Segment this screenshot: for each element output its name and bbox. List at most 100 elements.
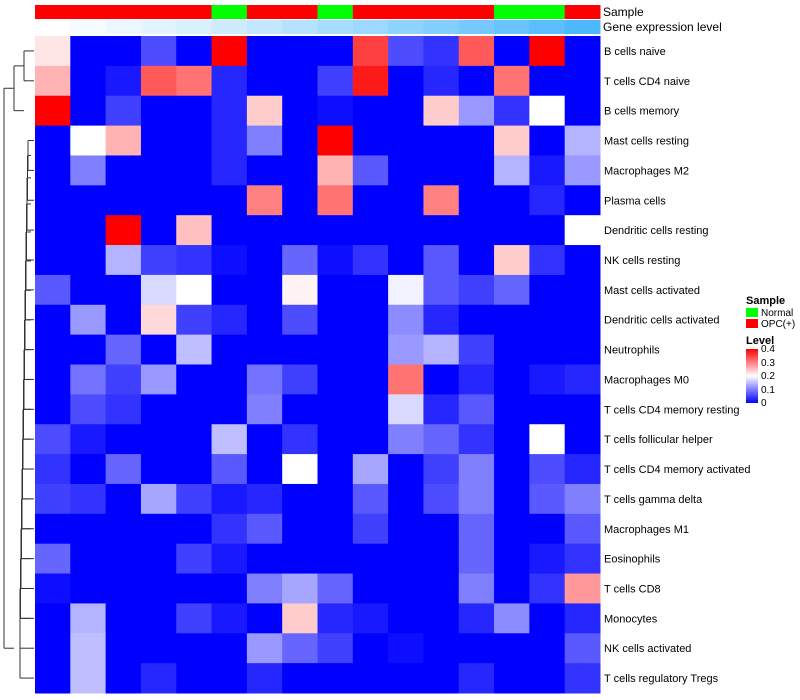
heatmap-cell-r13-c3 — [140, 424, 177, 455]
row-label-3: Mast cells resting — [604, 136, 689, 148]
heatmap-cell-r7-c12 — [458, 245, 495, 276]
heatmap-cell-r0-c13 — [494, 36, 530, 67]
heatmap-cell-r17-c12 — [458, 543, 495, 575]
heatmap-cell-r3-c1 — [70, 125, 107, 156]
heatmap-cell-r15-c3 — [140, 483, 177, 515]
heatmap-cell-r10-c5 — [211, 334, 248, 365]
heatmap-cell-r14-c12 — [458, 454, 495, 485]
heatmap-cell-r9-c7 — [282, 304, 318, 336]
row-dendrogram — [3, 50, 34, 679]
heatmap-cell-r0-c7 — [282, 36, 318, 67]
heatmap-cell-r5-c8 — [317, 185, 354, 216]
heatmap-cell-r15-c15 — [564, 483, 601, 515]
heatmap-cell-r2-c14 — [529, 95, 566, 127]
row-label-21: T cells regulatory Tregs — [604, 673, 719, 685]
heatmap-cell-r20-c4 — [176, 633, 213, 664]
heatmap-cell-r0-c10 — [388, 36, 424, 67]
sample-cell-13 — [494, 5, 530, 19]
heatmap-cell-r16-c12 — [458, 513, 495, 545]
heatmap-cell-r15-c11 — [423, 483, 460, 515]
heatmap-cell-r8-c10 — [388, 274, 424, 306]
heatmap-cell-r14-c9 — [352, 454, 389, 485]
heatmap-cell-r4-c5 — [211, 155, 248, 186]
sample-cell-0 — [35, 5, 71, 19]
heatmap-cell-r17-c15 — [564, 543, 601, 575]
heatmap-cell-r19-c6 — [246, 603, 283, 634]
expression-cell-15 — [564, 20, 601, 34]
heatmap-cell-r11-c12 — [458, 364, 495, 395]
heatmap-cell-r9-c14 — [529, 304, 566, 336]
heatmap-cell-r16-c11 — [423, 513, 460, 545]
heatmap-cell-r3-c2 — [105, 125, 142, 156]
heatmap-cell-r18-c10 — [388, 573, 424, 604]
row-label-16: Macrophages M1 — [604, 524, 689, 536]
heatmap-cell-r12-c11 — [423, 394, 460, 425]
heatmap-cell-r11-c8 — [317, 364, 354, 395]
heatmap-cell-r12-c7 — [282, 394, 318, 425]
expression-cell-9 — [352, 20, 389, 34]
sample-cell-3 — [140, 5, 177, 19]
heatmap-cell-r6-c11 — [423, 215, 460, 246]
heatmap-cell-r0-c9 — [352, 36, 389, 67]
heatmap-cell-r19-c1 — [70, 603, 107, 634]
heatmap-cell-r5-c14 — [529, 185, 566, 216]
heatmap-cell-r4-c15 — [564, 155, 601, 186]
heatmap-cell-r13-c14 — [529, 424, 566, 455]
row-label-8: Mast cells activated — [604, 285, 700, 297]
legend-swatch-normal — [746, 308, 758, 317]
heatmap-cell-r13-c12 — [458, 424, 495, 455]
heatmap-cell-r15-c13 — [494, 483, 530, 515]
heatmap-cell-r11-c2 — [105, 364, 142, 395]
heatmap-cell-r14-c11 — [423, 454, 460, 485]
heatmap-cell-r12-c0 — [35, 394, 71, 425]
heatmap-cell-r13-c1 — [70, 424, 107, 455]
heatmap-cell-r12-c9 — [352, 394, 389, 425]
heatmap-cell-r4-c12 — [458, 155, 495, 186]
heatmap-cell-r13-c9 — [352, 424, 389, 455]
heatmap-cell-r13-c13 — [494, 424, 530, 455]
heatmap-cell-r5-c9 — [352, 185, 389, 216]
heatmap-cell-r19-c8 — [317, 603, 354, 634]
heatmap-cell-r6-c3 — [140, 215, 177, 246]
heatmap-cell-r10-c7 — [282, 334, 318, 365]
expression-cell-6 — [246, 20, 283, 34]
heatmap-cell-r17-c8 — [317, 543, 354, 575]
heatmap-cell-r21-c15 — [564, 663, 601, 694]
heatmap-cell-r20-c15 — [564, 633, 601, 664]
expression-cell-4 — [176, 20, 213, 34]
heatmap-cell-r9-c4 — [176, 304, 213, 336]
heatmap-cell-r20-c9 — [352, 633, 389, 664]
heatmap-cell-r1-c7 — [282, 65, 318, 97]
heatmap-cell-r1-c12 — [458, 65, 495, 97]
row-label-14: T cells CD4 memory activated — [604, 464, 751, 476]
heatmap-cell-r6-c14 — [529, 215, 566, 246]
heatmap-cell-r8-c14 — [529, 274, 566, 306]
heatmap-cell-r5-c2 — [105, 185, 142, 216]
heatmap-cell-r20-c2 — [105, 633, 142, 664]
heatmap-cell-r3-c7 — [282, 125, 318, 156]
heatmap-cell-r4-c4 — [176, 155, 213, 186]
heatmap-cell-r3-c10 — [388, 125, 424, 156]
heatmap-cell-r8-c3 — [140, 274, 177, 306]
heatmap-cell-r9-c10 — [388, 304, 424, 336]
heatmap-cell-r17-c14 — [529, 543, 566, 575]
sample-cell-15 — [564, 5, 601, 19]
heatmap-cell-r20-c11 — [423, 633, 460, 664]
heatmap-cell-r6-c9 — [352, 215, 389, 246]
heatmap-cell-r16-c10 — [388, 513, 424, 545]
heatmap-cell-r21-c11 — [423, 663, 460, 694]
heatmap-cell-r2-c3 — [140, 95, 177, 127]
row-label-20: NK cells activated — [604, 643, 691, 655]
heatmap-cell-r1-c0 — [35, 65, 71, 97]
heatmap-cell-r17-c4 — [176, 543, 213, 575]
heatmap-cell-r12-c10 — [388, 394, 424, 425]
heatmap-cell-r19-c2 — [105, 603, 142, 634]
heatmap-cell-r3-c3 — [140, 125, 177, 156]
heatmap-cell-r6-c4 — [176, 215, 213, 246]
heatmap-cell-r0-c8 — [317, 36, 354, 67]
heatmap-cell-r20-c1 — [70, 633, 107, 664]
heatmap-cell-r2-c0 — [35, 95, 71, 127]
heatmap-cell-r17-c6 — [246, 543, 283, 575]
heatmap-cell-r0-c0 — [35, 36, 71, 67]
heatmap-cell-r8-c0 — [35, 274, 71, 306]
